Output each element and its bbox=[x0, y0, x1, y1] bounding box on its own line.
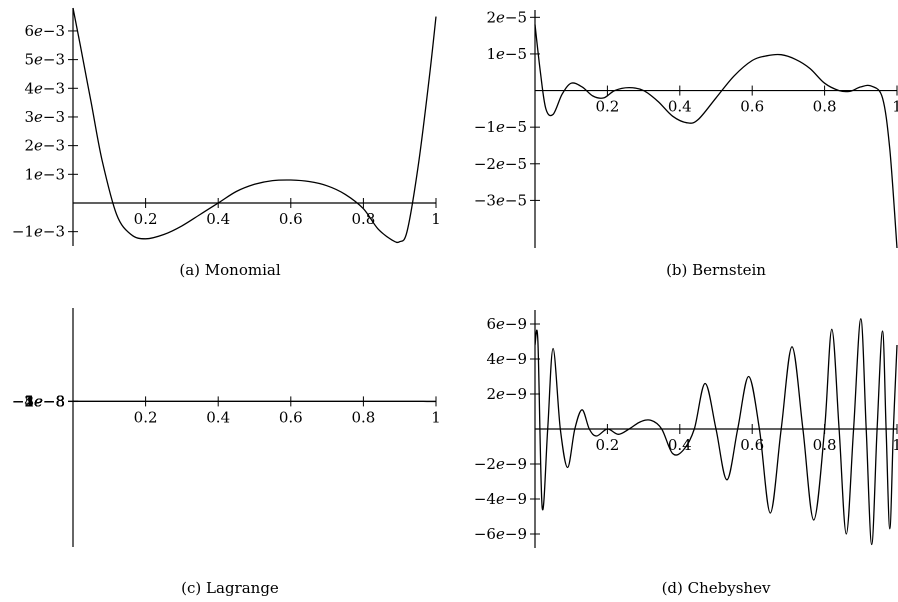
x-tick-label: 0.2 bbox=[134, 408, 158, 426]
x-tick-label: 0.4 bbox=[206, 210, 230, 228]
panel-caption: (d) Chebyshev bbox=[662, 579, 771, 597]
panel-bernstein: 0.2 0.4 0.6 0.8 1 −3e−5 −2e−5 −1e−5 1e−5 2e−5 (b) … bbox=[474, 8, 898, 279]
x-tick-label: 0.6 bbox=[740, 98, 764, 116]
y-tick-label: 4e−3 bbox=[24, 79, 65, 97]
y-tick-label: 1e−5 bbox=[486, 45, 527, 63]
panel-caption: (a) Monomial bbox=[179, 261, 280, 279]
y-tick-label: 3e−8 bbox=[24, 392, 65, 410]
y-tick-label: 2e−3 bbox=[24, 137, 65, 155]
x-tick-label: 0.8 bbox=[351, 210, 375, 228]
panel-caption: (b) Bernstein bbox=[666, 261, 766, 279]
y-tick-label: −3e−5 bbox=[474, 191, 527, 209]
x-tick-label: 0.2 bbox=[134, 210, 158, 228]
x-tick-label: 0.6 bbox=[279, 210, 303, 228]
x-tick-label: 0.6 bbox=[279, 408, 303, 426]
y-tick-label: 2e−5 bbox=[486, 8, 527, 26]
x-tick-label: 1 bbox=[431, 408, 441, 426]
y-tick-label: −2e−9 bbox=[474, 455, 527, 473]
x-tick-label: 1 bbox=[892, 98, 898, 116]
y-tick-label: −1e−3 bbox=[12, 223, 65, 241]
series-line bbox=[73, 8, 436, 242]
panel-caption: (c) Lagrange bbox=[181, 579, 279, 597]
x-tick-label: 0.4 bbox=[668, 98, 692, 116]
x-tick-label: 0.8 bbox=[813, 98, 837, 116]
y-tick-label: 6e−9 bbox=[486, 315, 527, 333]
series-line bbox=[535, 25, 897, 248]
y-tick-label: −6e−9 bbox=[474, 525, 527, 543]
x-tick-label: 0.8 bbox=[351, 408, 375, 426]
x-tick-label: 1 bbox=[431, 210, 441, 228]
y-tick-label: 5e−3 bbox=[24, 51, 65, 69]
x-tick-label: 0.2 bbox=[595, 436, 619, 454]
y-tick-label: −1e−5 bbox=[474, 118, 527, 136]
panel-lagrange: 0.2 0.4 0.6 0.8 1−5e−8−4e−8−3e−8−2e−8−1e−81e… bbox=[12, 308, 441, 597]
y-tick-label: 6e−3 bbox=[24, 22, 65, 40]
x-tick-label: 0.2 bbox=[595, 98, 619, 116]
y-tick-label: −2e−5 bbox=[474, 155, 527, 173]
panel-chebyshev: 0.2 0.4 0.6 0.8 1−6e−9−4e−9−2e−92e−94e−96e−9… bbox=[474, 310, 898, 597]
panel-monomial: 0.2 0.4 0.6 0.8 1 −1e−3 1e−3 2e−3 3e−3 4e−3 5e−3 6e… bbox=[12, 8, 441, 279]
y-tick-label: −4e−9 bbox=[474, 490, 527, 508]
y-tick-label: 3e−3 bbox=[24, 108, 65, 126]
y-tick-label: 4e−9 bbox=[486, 350, 527, 368]
y-tick-label: 2e−9 bbox=[486, 385, 527, 403]
x-tick-label: 0.8 bbox=[813, 436, 837, 454]
y-tick-label: 1e−3 bbox=[24, 165, 65, 183]
x-tick-label: 0.4 bbox=[206, 408, 230, 426]
series-line bbox=[535, 319, 897, 545]
